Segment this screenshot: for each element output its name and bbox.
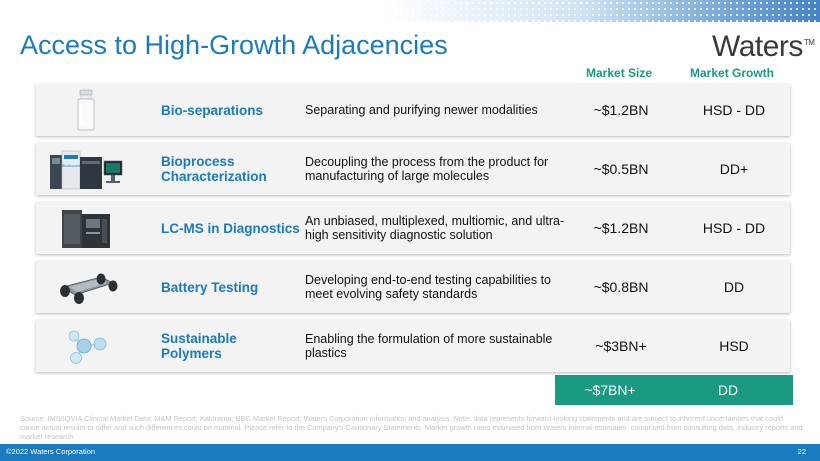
table-row: Sustainable Polymers Enabling the formul… (36, 320, 790, 372)
waters-logo: WatersTM (712, 30, 815, 64)
row-market-size: ~$3BN+ (595, 338, 647, 354)
column-header-market-growth: Market Growth (690, 66, 775, 80)
ev-chassis-icon (48, 265, 124, 309)
row-market-size: ~$0.5BN (593, 161, 649, 177)
logo-trademark: TM (803, 38, 815, 47)
row-name: LC-MS in Diagnostics (161, 220, 300, 236)
row-market-growth: DD+ (719, 161, 749, 177)
row-market-growth: HSD - DD (702, 220, 766, 236)
page-number: 22 (797, 447, 806, 456)
bioaccord-label: BioAccord (62, 163, 80, 168)
row-description: Enabling the formulation of more sustain… (305, 332, 553, 360)
row-description: Separating and purifying newer modalitie… (305, 103, 538, 117)
total-bar: ~$7BN+ DD (555, 375, 793, 405)
row-market-size: ~$0.8BN (593, 279, 649, 295)
row-market-growth: HSD - DD (702, 102, 766, 118)
row-market-growth: DD (723, 279, 745, 295)
table-row: BioAccord Bioprocess Characterization De… (36, 143, 790, 195)
row-description: An unbiased, multiplexed, multiomic, and… (305, 214, 565, 242)
header-dot-pattern (380, 0, 820, 22)
molecule-icon (48, 324, 124, 368)
footer-copyright: ©2022 Waters Corporation (6, 447, 96, 456)
column-header-market-size: Market Size (586, 66, 653, 80)
row-name: Bioprocess Characterization (161, 154, 267, 184)
source-note: Source: IMS/IQVIA Clinical Market Data; … (20, 414, 803, 441)
logo-text: Waters (712, 30, 803, 63)
total-market-size: ~$7BN+ (584, 382, 636, 398)
table-row: LC-MS in Diagnostics An unbiased, multip… (36, 202, 790, 254)
row-market-size: ~$1.2BN (593, 220, 649, 236)
row-description: Decoupling the process from the product … (305, 155, 549, 183)
vial-icon (48, 88, 124, 132)
row-market-growth: HSD (719, 338, 749, 354)
bioaccord-system-icon: BioAccord (48, 147, 124, 191)
total-market-growth: DD (717, 382, 739, 398)
mass-spectrometer-icon (48, 206, 124, 250)
row-market-size: ~$1.2BN (593, 102, 649, 118)
table-row: Battery Testing Developing end-to-end te… (36, 261, 790, 313)
row-name: Bio-separations (161, 102, 264, 118)
row-description: Developing end-to-end testing capabiliti… (305, 273, 551, 301)
page-title: Access to High-Growth Adjacencies (20, 30, 448, 60)
table-row: Bio-separations Separating and purifying… (36, 84, 790, 136)
row-name: Battery Testing (161, 279, 259, 295)
footer-bar: ©2022 Waters Corporation 22 (0, 444, 820, 461)
row-name: Sustainable Polymers (161, 331, 237, 361)
